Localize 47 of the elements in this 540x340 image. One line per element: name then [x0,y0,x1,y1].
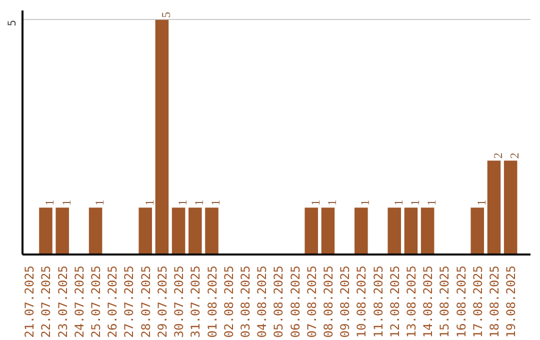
x-tick-label: 19.08.2025 [504,265,518,338]
data-label: 1 [424,200,439,206]
x-tick-label: 18.08.2025 [487,265,502,338]
x-tick-label: 14.08.2025 [421,265,436,338]
x-tick-label: 08.08.2025 [321,265,336,338]
data-label: 2 [490,152,505,159]
x-tick-label: 24.07.2025 [72,265,86,338]
x-tick-label: 11.08.2025 [371,265,386,338]
data-label: 1 [192,200,206,206]
x-tick-label: 03.08.2025 [238,265,252,338]
x-tick-label: 13.08.2025 [404,265,418,338]
data-label: 2 [508,152,522,159]
x-tick-label: 04.08.2025 [255,265,270,338]
x-tick-label: 25.07.2025 [89,265,104,338]
x-tick-label: 22.07.2025 [39,265,54,338]
data-label: 1 [208,200,223,206]
x-tick-label: 29.07.2025 [155,265,170,338]
x-tick-label: 06.08.2025 [288,265,302,338]
data-label: 1 [391,200,406,206]
x-tick-label: 01.08.2025 [205,265,220,338]
x-tick-label: 05.08.2025 [272,265,286,338]
x-tick-label: 30.07.2025 [172,265,186,338]
data-label: 1 [142,200,156,206]
data-label: 1 [408,200,422,206]
data-label: 1 [42,200,57,206]
x-tick-label: 21.07.2025 [22,265,37,338]
data-label: 1 [358,200,372,206]
data-label: 1 [92,200,107,206]
x-tick-label: 27.07.2025 [122,265,136,338]
x-tick-label: 26.07.2025 [106,265,120,338]
x-tick-label: 12.08.2025 [388,265,402,338]
x-tick-label: 07.08.2025 [304,265,319,338]
data-label: 5 [158,12,173,18]
x-tick-label: 23.07.2025 [56,265,70,338]
data-label: 1 [176,200,190,206]
x-tick-label: 28.07.2025 [138,265,153,338]
data-label: 1 [324,200,339,206]
x-tick-label: 09.08.2025 [338,265,352,338]
x-tick-label: 02.08.2025 [222,265,236,338]
data-label: 1 [308,200,322,206]
x-tick-label: 16.08.2025 [454,265,468,338]
x-tick-label: 31.07.2025 [188,265,203,338]
data-label: 1 [59,200,74,206]
x-tick-label: 17.08.2025 [470,265,485,338]
x-tick-label: 10.08.2025 [354,265,369,338]
data-label: 1 [474,200,488,206]
x-tick-label: 15.08.2025 [438,265,452,338]
